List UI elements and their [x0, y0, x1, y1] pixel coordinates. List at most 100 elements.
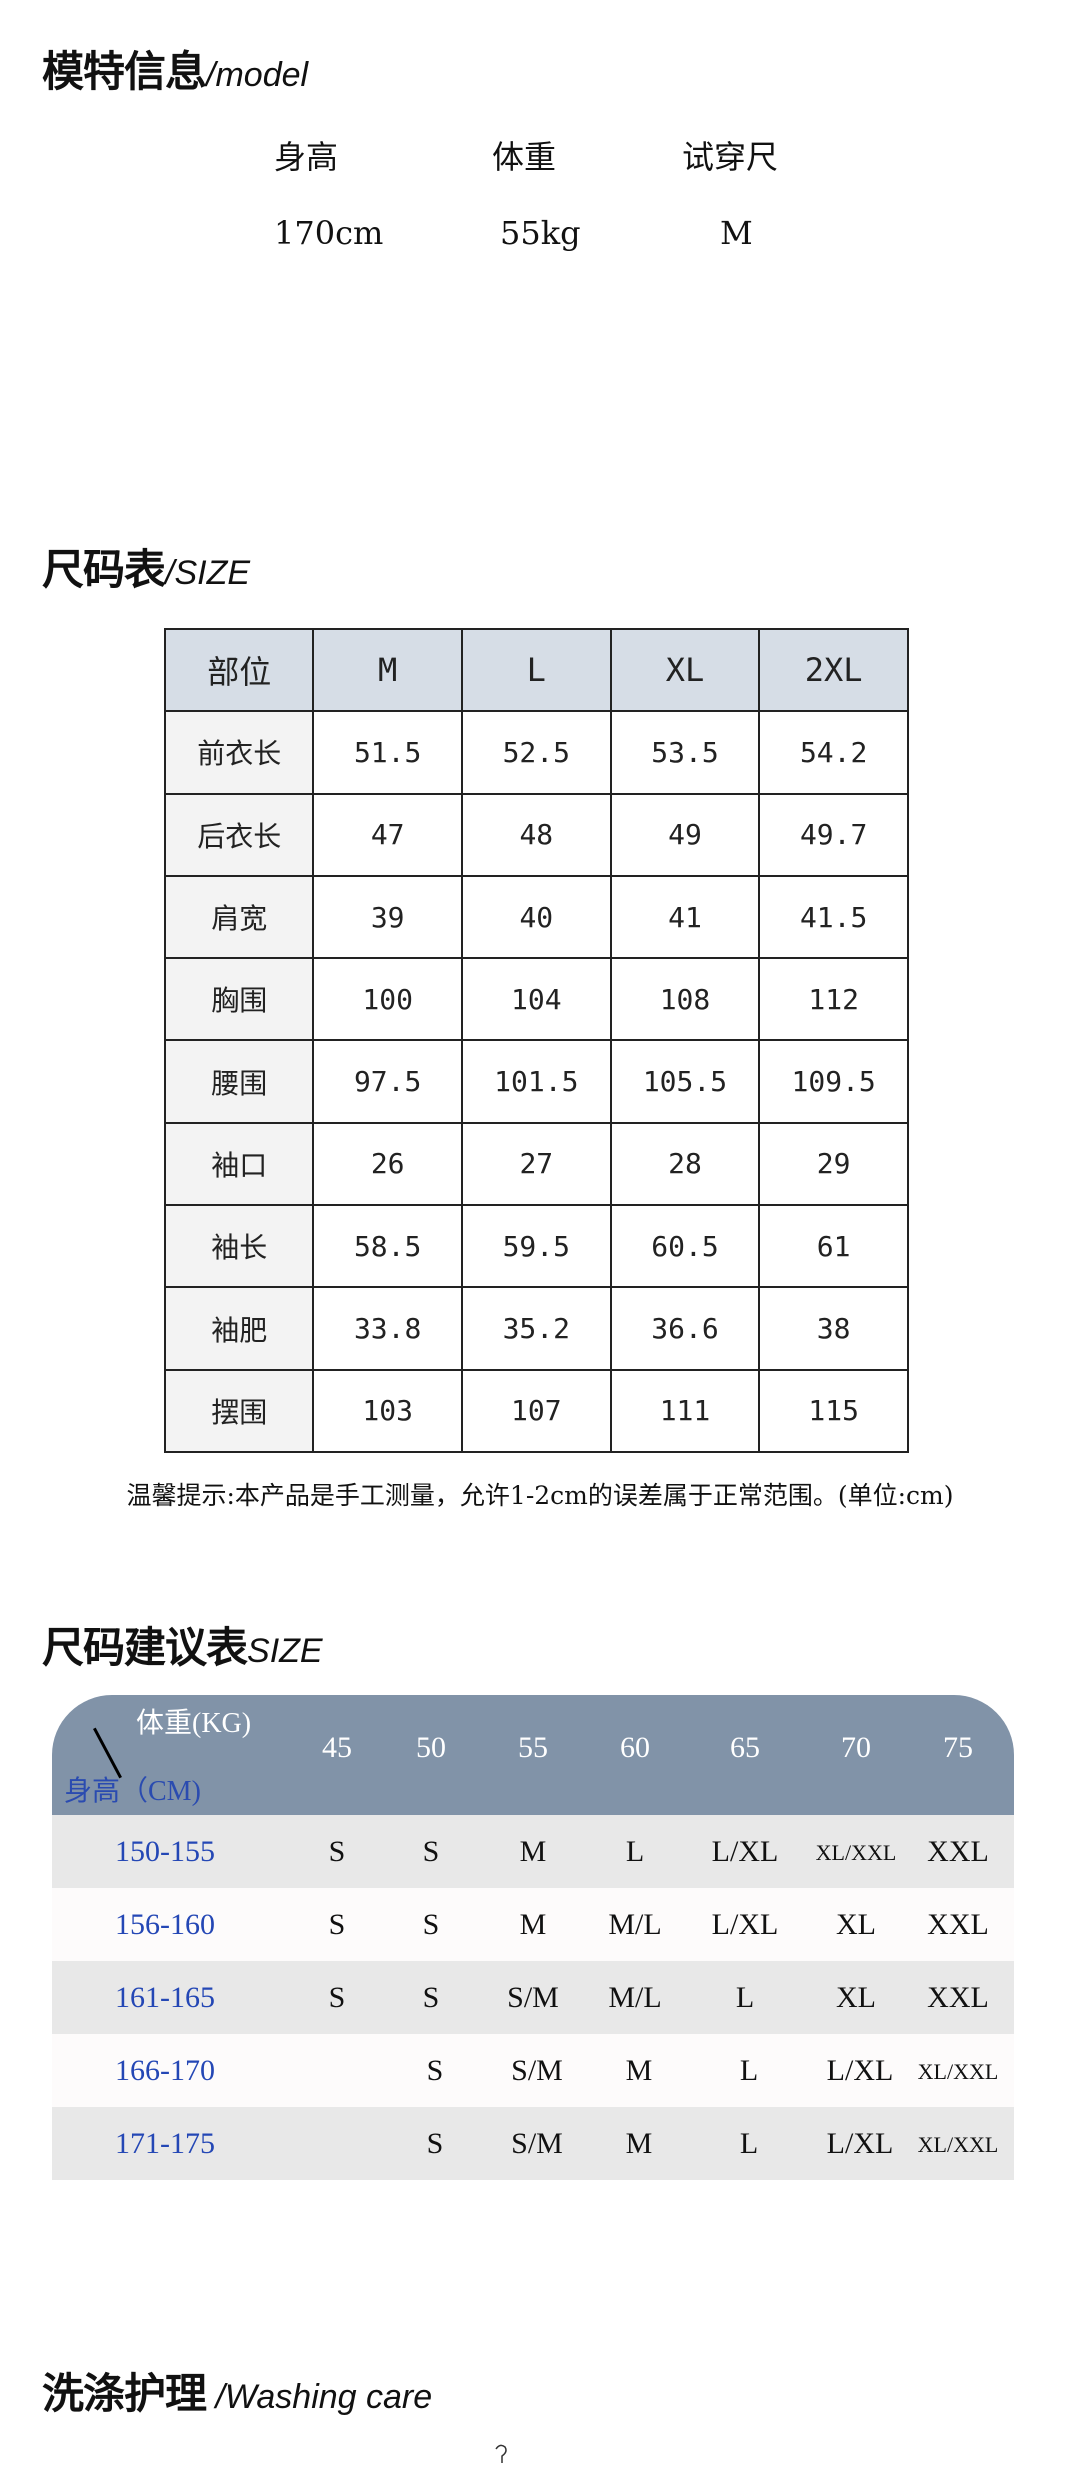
size-header-cell: L	[460, 627, 612, 713]
size-value-cell: 101.5	[460, 1039, 612, 1124]
size-header-row: 部位 M L XL 2XL	[163, 627, 909, 713]
size-value-cell: 54.2	[758, 710, 909, 795]
hanger-icon	[495, 2444, 507, 2463]
weight-col-header: 70	[841, 1731, 871, 1764]
size-recommendation: S	[422, 1835, 440, 1868]
size-part-label: 胸围	[163, 957, 315, 1042]
size-value-cell: 38	[758, 1286, 909, 1371]
weight-col-header: 50	[416, 1731, 446, 1764]
size-table: 部位 M L XL 2XL 前衣长 51.5 52.5 53.5 54.2 后衣长 47 48 49 49.…	[163, 627, 909, 1453]
size-value-cell: 61	[758, 1204, 909, 1289]
size-header-cell: 部位	[163, 627, 315, 713]
size-recommendation: S	[426, 2054, 444, 2087]
size-value-cell: 48	[460, 792, 612, 877]
size-recommendation: S/M	[511, 2127, 563, 2160]
size-recommendation: L	[625, 1835, 645, 1868]
size-recommendation: S	[426, 2127, 444, 2160]
recommend-row: 171-175 S S/M M L L/XL XL/XXL	[52, 2107, 1014, 2180]
height-range: 166-170	[115, 2054, 215, 2087]
size-value-cell: 103	[312, 1368, 463, 1453]
size-value-cell: 53.5	[609, 710, 761, 795]
size-recommendation: L/XL	[711, 1835, 779, 1868]
recommend-header: 体重(KG) 身高（CM) 45 50 55 60 65 70 75	[52, 1695, 1014, 1815]
size-recommendation: S	[328, 1908, 346, 1941]
size-recommendation: L/XL	[826, 2127, 894, 2160]
weight-col-header: 65	[730, 1731, 760, 1764]
size-header-cell: M	[312, 627, 463, 713]
size-row: 袖肥 33.8 35.2 36.6 38	[163, 1286, 909, 1371]
size-recommendation: XL	[836, 1981, 876, 2014]
size-recommendation: XL/XXL	[815, 1840, 897, 1865]
size-value-cell: 52.5	[460, 710, 612, 795]
height-range: 156-160	[115, 1908, 215, 1941]
size-recommendation: S	[422, 1908, 440, 1941]
height-range: 150-155	[115, 1835, 215, 1868]
size-value-cell: 111	[609, 1368, 761, 1453]
size-recommendation: L/XL	[826, 2054, 894, 2087]
size-recommendation: L	[739, 2054, 759, 2087]
size-value-cell: 49	[609, 792, 761, 877]
size-value-cell: 26	[312, 1121, 463, 1207]
recommend-row: 166-170 S S/M M L L/XL XL/XXL	[52, 2034, 1014, 2107]
weight-col-header: 45	[322, 1731, 352, 1764]
size-value-cell: 41	[609, 874, 761, 960]
model-weight: 体重 55kg	[492, 138, 581, 252]
size-recommendation: M/L	[608, 1981, 662, 2014]
size-value-cell: 36.6	[609, 1286, 761, 1371]
size-value-cell: 115	[758, 1368, 909, 1453]
size-recommendation: XXL	[927, 1908, 989, 1941]
size-value-cell: 35.2	[460, 1286, 612, 1371]
size-value-cell: 108	[609, 957, 761, 1042]
size-section-title: 尺码表/SIZE	[42, 545, 251, 594]
height-range: 171-175	[115, 2127, 215, 2160]
size-part-label: 前衣长	[163, 710, 315, 795]
size-part-label: 袖口	[163, 1121, 315, 1207]
size-row: 后衣长 47 48 49 49.7	[163, 792, 909, 877]
size-row: 摆围 103 107 111 115	[163, 1368, 909, 1453]
size-value-cell: 109.5	[758, 1039, 909, 1124]
model-height: 身高 170cm	[274, 138, 384, 252]
size-recommendation: L	[739, 2127, 759, 2160]
size-recommendation: S	[328, 1981, 346, 2014]
size-part-label: 后衣长	[163, 792, 315, 877]
size-recommendation: S/M	[507, 1981, 559, 2014]
size-value-cell: 104	[460, 957, 612, 1042]
size-value-cell: 27	[460, 1121, 612, 1207]
size-value-cell: 60.5	[609, 1204, 761, 1289]
size-recommendation: S	[328, 1835, 346, 1868]
weight-col-header: 55	[518, 1731, 548, 1764]
size-recommendation: L/XL	[711, 1908, 779, 1941]
weight-label: 体重(KG)	[136, 1708, 252, 1739]
size-header-cell: 2XL	[758, 627, 909, 713]
size-value-cell: 59.5	[460, 1204, 612, 1289]
size-recommendation: S	[422, 1981, 440, 2014]
recommend-row: 161-165 S S S/M M/L L XL XXL	[52, 1961, 1014, 2034]
size-note: 温馨提示:本产品是手工测量，允许1-2cm的误差属于正常范围。(单位:cm)	[126, 1481, 954, 1510]
weight-col-header: 60	[620, 1731, 650, 1764]
size-row: 胸围 100 104 108 112	[163, 957, 909, 1042]
size-row: 袖口 26 27 28 29	[163, 1121, 909, 1207]
size-value-cell: 28	[609, 1121, 761, 1207]
size-value-cell: 105.5	[609, 1039, 761, 1124]
size-part-label: 袖长	[163, 1204, 315, 1289]
model-size: 试穿尺 M	[682, 138, 779, 252]
size-recommendation: M/L	[608, 1908, 662, 1941]
size-value-cell: 33.8	[312, 1286, 463, 1371]
size-value-cell: 58.5	[312, 1204, 463, 1289]
size-row: 袖长 58.5 59.5 60.5 61	[163, 1204, 909, 1289]
size-recommendation: XXL	[927, 1981, 989, 2014]
size-part-label: 肩宽	[163, 874, 315, 960]
size-header-cell: XL	[609, 627, 761, 713]
washing-section-title: 洗涤护理 /Washing care	[42, 2369, 433, 2418]
size-recommendation: S/M	[511, 2054, 563, 2087]
height-label: 身高（CM)	[64, 1776, 201, 1807]
recommend-table: 体重(KG) 身高（CM) 45 50 55 60 65 70 75 150-155 S S M L…	[52, 1695, 1014, 2180]
recommend-row: 150-155 S S M L L/XL XL/XXL XXL	[52, 1815, 1014, 1888]
size-part-label: 袖肥	[163, 1286, 315, 1371]
weight-col-header: 75	[943, 1731, 973, 1764]
size-recommendation: XL	[836, 1908, 876, 1941]
size-value-cell: 40	[460, 874, 612, 960]
recommend-section-title: 尺码建议表SIZE	[42, 1623, 323, 1672]
model-section-title: 模特信息/model	[42, 47, 309, 96]
size-row: 腰围 97.5 101.5 105.5 109.5	[163, 1039, 909, 1124]
